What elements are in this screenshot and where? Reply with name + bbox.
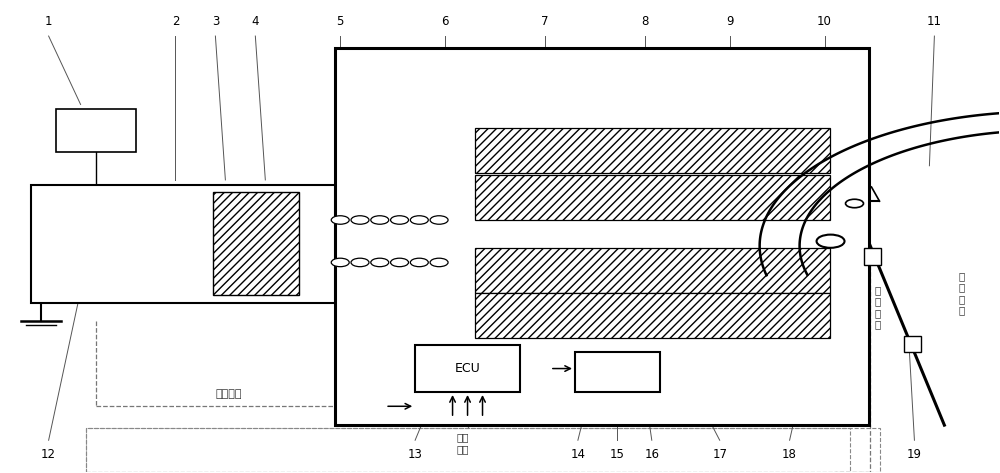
Bar <box>904 335 921 352</box>
Bar <box>475 175 830 220</box>
Text: 18: 18 <box>782 448 797 461</box>
Circle shape <box>371 258 389 267</box>
Bar <box>415 345 520 392</box>
Bar <box>56 109 136 152</box>
Text: 压力信号: 压力信号 <box>215 389 242 399</box>
Text: 4: 4 <box>252 16 259 28</box>
Bar <box>31 184 335 303</box>
Text: 轮速
信号: 轮速 信号 <box>456 432 469 454</box>
Bar <box>575 352 660 392</box>
Text: 10: 10 <box>817 16 832 28</box>
Text: 3: 3 <box>212 16 219 28</box>
Circle shape <box>331 258 349 267</box>
Text: 16: 16 <box>644 448 659 461</box>
Bar <box>86 428 880 473</box>
Circle shape <box>391 258 409 267</box>
Bar <box>475 248 830 293</box>
Circle shape <box>410 258 428 267</box>
Text: 17: 17 <box>712 448 727 461</box>
Circle shape <box>351 258 369 267</box>
Circle shape <box>817 235 845 248</box>
Text: 8: 8 <box>641 16 648 28</box>
Text: 5: 5 <box>337 16 344 28</box>
Circle shape <box>391 216 409 224</box>
Bar <box>475 293 830 338</box>
Text: 19: 19 <box>907 448 922 461</box>
Circle shape <box>331 216 349 224</box>
Bar <box>335 48 869 425</box>
Text: 6: 6 <box>441 16 449 28</box>
Text: ECU: ECU <box>455 362 480 375</box>
Text: 12: 12 <box>41 448 56 461</box>
Bar <box>86 428 850 473</box>
Text: 15: 15 <box>609 448 624 461</box>
Text: 14: 14 <box>570 448 585 461</box>
Text: 位
移
信
号: 位 移 信 号 <box>874 285 881 330</box>
Text: 1: 1 <box>45 16 52 28</box>
Bar <box>465 116 840 347</box>
Circle shape <box>430 258 448 267</box>
Circle shape <box>371 216 389 224</box>
Circle shape <box>430 216 448 224</box>
Circle shape <box>410 216 428 224</box>
Text: 2: 2 <box>172 16 179 28</box>
Text: 11: 11 <box>927 16 942 28</box>
Text: 速
度
信
号: 速 度 信 号 <box>958 271 964 315</box>
Circle shape <box>846 199 863 208</box>
Text: 9: 9 <box>726 16 733 28</box>
Bar <box>864 248 881 265</box>
Text: 7: 7 <box>541 16 549 28</box>
Circle shape <box>351 216 369 224</box>
Bar <box>475 128 830 173</box>
Text: 13: 13 <box>408 448 423 461</box>
Bar <box>213 192 299 296</box>
